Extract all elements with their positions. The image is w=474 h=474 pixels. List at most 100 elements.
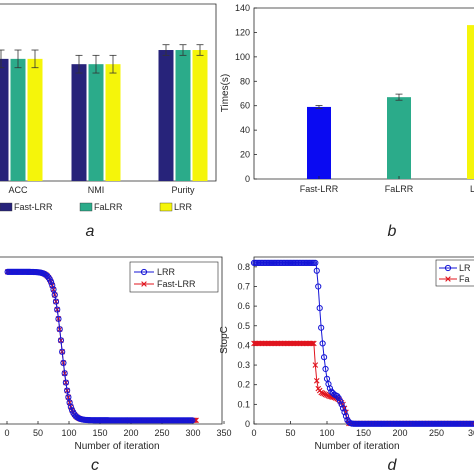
panel-d-marker [318,324,325,331]
panel-d-marker [318,389,324,396]
panel-d-marker [469,420,474,427]
panel-b-bar [467,25,474,179]
panel-d-marker [322,365,329,373]
panel-a-bar [175,50,191,181]
panel-b-y-tick-label: 0 [245,174,250,184]
panel-d-marker [316,304,323,312]
panel-d-x-tick-label: 0 [251,428,256,438]
panel-c-line-chart: 0 50 100 150 200 250 300 350 Number of iteration… [0,256,232,452]
panel-d-marker [312,259,319,266]
panel-a-bar-chart: ACC NMI Purity Fast-LRR FaLRR LRR [0,3,217,212]
panel-d-marker [319,340,326,347]
panel-b-y-tick-label: 120 [235,27,250,37]
panel-c-marker [49,282,56,289]
panel-d-marker [315,283,322,290]
panel-d-marker [313,267,320,274]
panel-d-y-tick-label: 0 [245,419,250,429]
panel-b-y-tick-label: 140 [235,3,250,13]
panel-c-marker [51,291,58,299]
panel-c-marker [66,399,73,406]
panel-b-x-tick-label: LRR [470,184,474,194]
panel-b-y-axis-label: Times(s) [220,74,231,113]
panel-c-x-tick-label: 50 [33,428,43,438]
panel-c-x-tick-label: 0 [4,428,9,438]
panel-a-bar [27,58,43,182]
panel-d-y-tick-label: 0.5 [237,321,250,331]
panel-label-a: a [86,223,95,240]
panel-label-c: c [91,457,99,474]
panel-c-marker [54,306,61,313]
panel-d-marker [339,405,347,412]
panel-a-legend-swatch [0,202,13,212]
panel-d-marker [325,380,332,388]
panel-a-bar [105,64,121,181]
panel-d-y-tick-label: 0.8 [237,262,250,272]
panel-c-series-line [7,271,193,421]
panel-c-marker [67,403,74,410]
panel-c-marker [47,278,55,286]
panel-d-marker [320,354,328,361]
panel-b-x-tick-label: FaLRR [385,184,414,194]
panel-c-x-tick-label: 150 [92,428,107,438]
panel-b-y-tick-label: 80 [240,76,250,86]
panel-a-legend-swatch [79,202,93,212]
panel-a-bar [0,58,9,182]
panel-b-y-tick-label: 40 [240,125,250,135]
panel-a-x-tick-label: Purity [171,185,195,195]
panel-label-d: d [388,457,398,474]
panel-a-bar [192,50,208,181]
panel-c-marker [61,370,68,377]
panel-d-marker [309,340,316,347]
panel-c-marker [59,348,66,355]
panel-c-marker [60,359,67,366]
panel-d-y-tick-label: 0.1 [237,399,250,409]
panel-c-legend-label: LRR [157,267,176,277]
panel-a-bar [88,64,104,181]
panel-d-marker [313,377,320,384]
panel-a-x-tick-label: NMI [88,185,105,195]
panel-d-legend-marker [444,264,452,272]
panel-b-axes-frame [253,7,474,180]
panel-c-marker [57,337,65,344]
panel-d-legend-box [435,259,474,287]
panel-c-x-tick-label: 100 [61,428,76,438]
panel-c-axes-frame [0,256,223,425]
panel-a-bar [10,58,26,182]
panel-d-y-tick-label: 0.3 [237,360,250,370]
panel-d-line-chart: 0 0.1 0.2 0.3 0.4 0.5 0.6 0.7 0.8 0 50 100 150 200 250… [219,256,474,452]
panel-d-marker [324,392,330,398]
panel-a-legend-swatch [159,202,173,212]
panel-c-marker [189,417,196,424]
panel-d-series-line [254,342,473,424]
panel-d-marker [337,398,344,405]
panel-c-legend-marker [141,281,147,287]
panel-d-y-tick-label: 0.7 [237,281,250,291]
panel-d-x-tick-label: 50 [285,428,295,438]
panel-c-marker [64,387,71,394]
panel-d-x-tick-label: 30 [468,428,474,438]
panel-c-x-tick-label: 300 [185,428,200,438]
panel-c-marker [56,326,63,333]
panel-d-x-tick-label: 250 [429,428,444,438]
panel-d-marker [312,362,319,368]
panel-b-y-tick-label: 100 [235,52,250,62]
panel-b-bar-chart: 0 20 40 60 80 100 120 140 Times(s) Fast-LRR FaLRR L… [220,3,474,194]
panel-d-y-tick-label: 0.2 [237,380,250,390]
panel-d-marker [326,385,334,392]
panel-c-legend-label: Fast-LRR [157,279,196,289]
panel-label-b: b [388,223,397,240]
panel-d-x-tick-label: 200 [392,428,407,438]
panel-d-y-tick-label: 0.6 [237,301,250,311]
panel-c-series-line [7,271,197,421]
panel-c-x-tick-label: 250 [154,428,169,438]
panel-a-x-tick-label: ACC [8,185,28,195]
panel-c-x-tick-label: 200 [123,428,138,438]
panel-c-marker [55,315,62,322]
panel-a-bar [71,64,87,181]
panel-b-bar [307,106,331,179]
panel-d-marker [341,409,348,416]
panel-b-bar [387,97,411,179]
panel-d-marker [322,391,329,398]
panel-a-bar [158,50,174,181]
